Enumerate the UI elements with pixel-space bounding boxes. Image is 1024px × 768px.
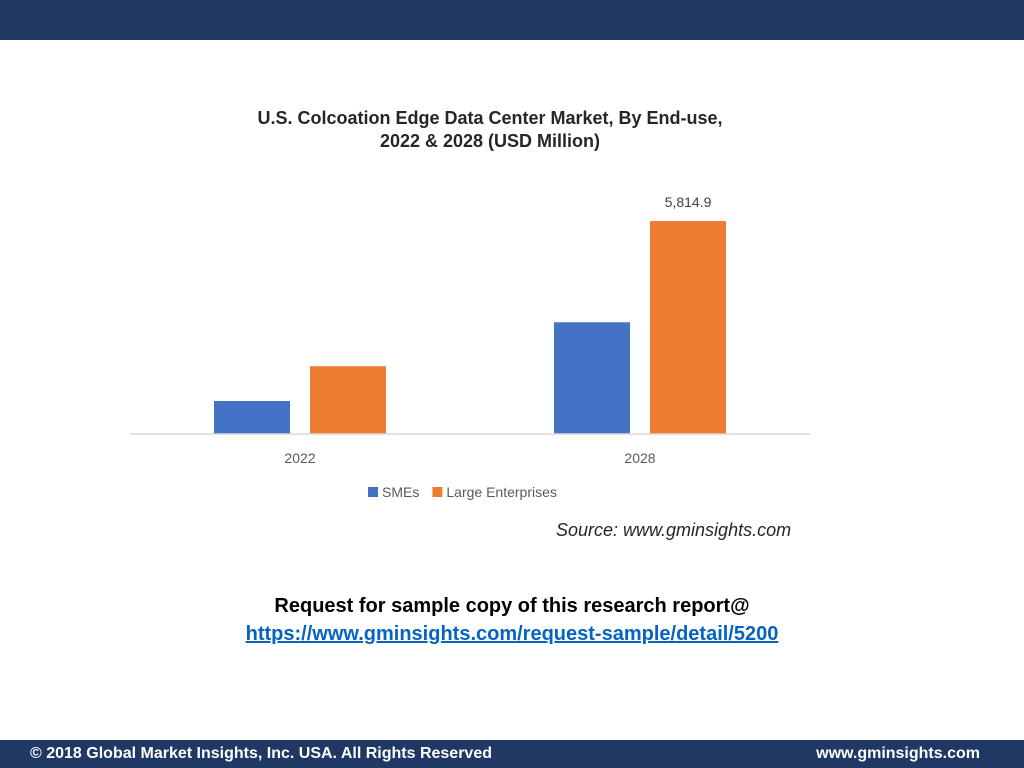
sample-request-text: Request for sample copy of this research… <box>274 595 750 617</box>
chart: 2022 2028 5,814.9 SMEs Large Enterprises U.S… <box>110 95 870 555</box>
chart-title-line-1: U.S. Colcoation Edge Data Center Market,… <box>257 108 723 128</box>
legend-label-smes: SMEs <box>382 484 419 500</box>
bar-large-enterprises-2022 <box>310 366 386 434</box>
bar-smes-2028 <box>554 322 630 434</box>
legend-swatch-large-enterprises <box>432 487 443 497</box>
footer-website[interactable]: www.gminsights.com <box>816 745 980 762</box>
x-tick-label-2028: 2028 <box>624 450 655 466</box>
footer-bar: © 2018 Global Market Insights, Inc. USA.… <box>0 740 1024 768</box>
x-tick-label-2022: 2022 <box>284 450 315 466</box>
chart-title: U.S. Colcoation Edge Data Center Market,… <box>110 107 870 153</box>
legend-swatch-smes <box>368 487 378 497</box>
bar-large-enterprises-2028 <box>650 221 726 434</box>
bar-chart-svg: 2022 2028 5,814.9 SMEs Large Enterprises <box>130 194 810 500</box>
sample-request-link[interactable]: https://www.gminsights.com/request-sampl… <box>245 623 779 645</box>
top-banner <box>0 0 1024 40</box>
legend-label-large-enterprises: Large Enterprises <box>446 484 557 500</box>
footer-copyright: © 2018 Global Market Insights, Inc. USA.… <box>30 745 492 762</box>
chart-title-line-2: 2022 & 2028 (USD Million) <box>379 131 601 151</box>
source-note: Source: www.gminsights.com <box>556 520 792 540</box>
bar-smes-2022 <box>214 401 290 434</box>
sample-request: Request for sample copy of this research… <box>0 592 1024 648</box>
data-label-large-enterprises-2028: 5,814.9 <box>665 194 712 210</box>
